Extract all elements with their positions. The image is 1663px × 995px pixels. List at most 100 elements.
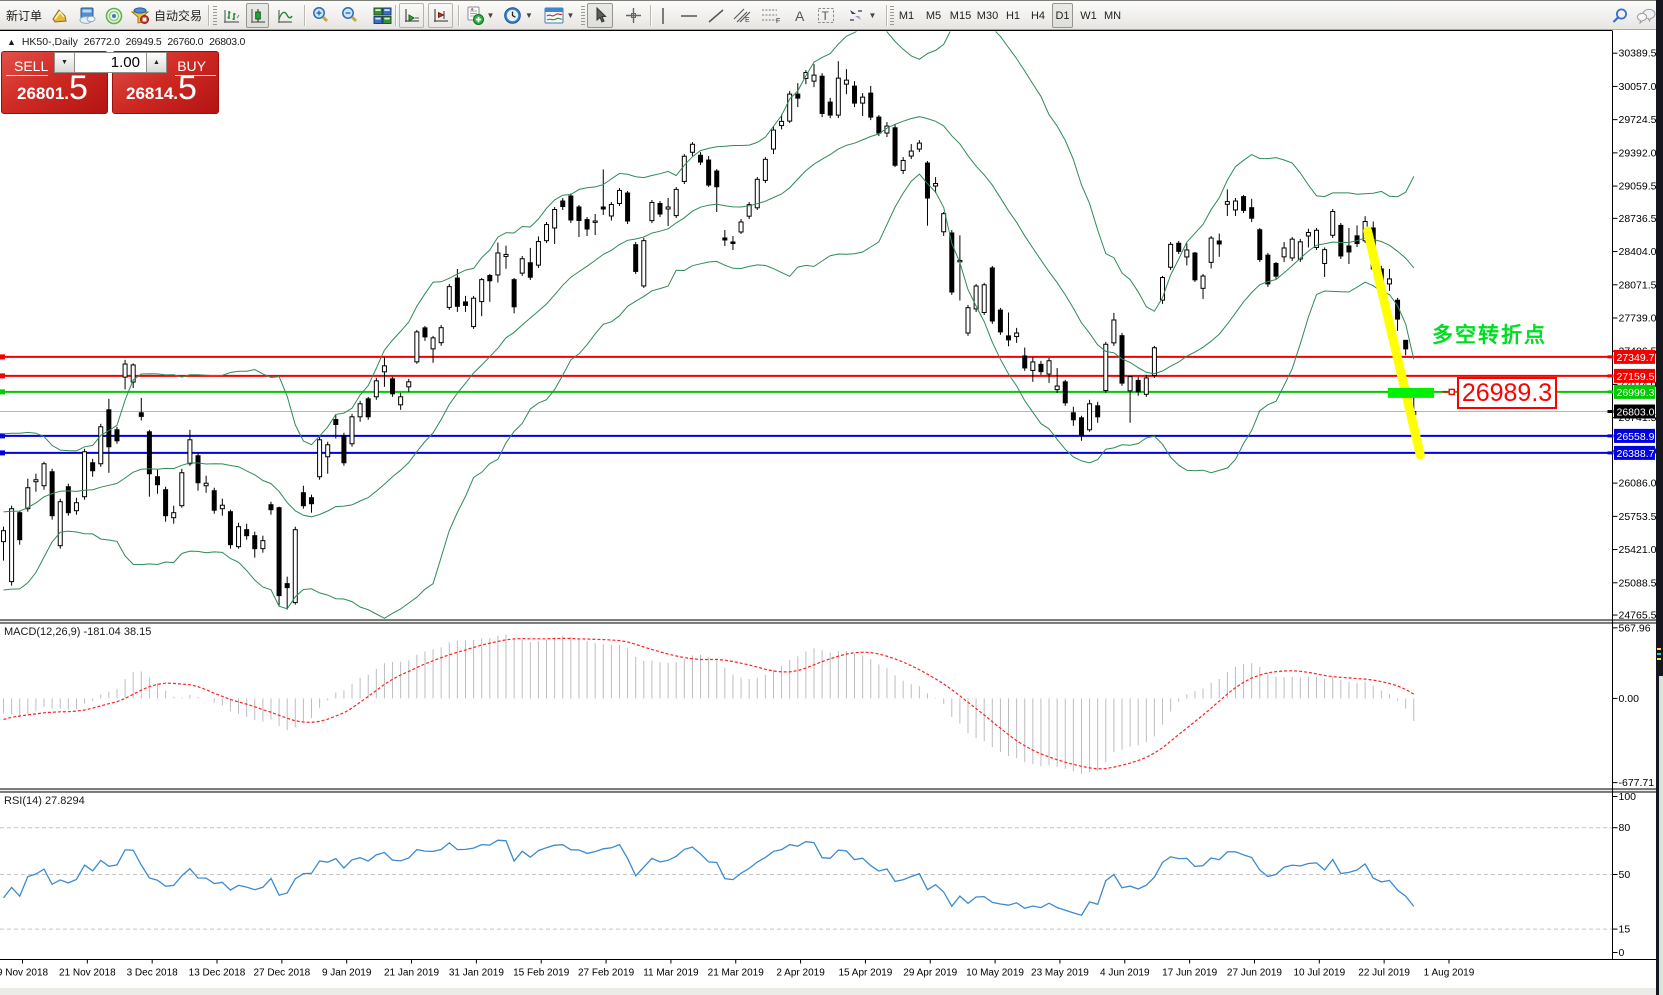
price-marker-26999.3 bbox=[1614, 384, 1655, 399]
svg-text:26999.3: 26999.3 bbox=[1617, 387, 1655, 399]
svg-text:T: T bbox=[822, 9, 830, 23]
svg-text:25753.5: 25753.5 bbox=[1619, 511, 1657, 523]
svg-text:25088.5: 25088.5 bbox=[1619, 577, 1657, 589]
trendline-tool-icon[interactable] bbox=[706, 3, 726, 28]
new-order-label: 新订单 bbox=[5, 9, 42, 23]
rsi-pane bbox=[0, 827, 1613, 930]
timeframe-d1-button[interactable]: D1 bbox=[1052, 3, 1073, 28]
volume-decrease-button[interactable]: ▼ bbox=[54, 52, 75, 73]
new-order-button[interactable]: 新订单 bbox=[2, 3, 46, 28]
timeframe-label: M1 bbox=[898, 9, 915, 22]
shapes-tool-button[interactable]: ▼ bbox=[843, 3, 879, 28]
channel-tool-icon[interactable]: E bbox=[731, 3, 753, 28]
timeframe-h1-button[interactable]: H1 bbox=[1004, 3, 1022, 28]
candlestick-chart-type-icon[interactable] bbox=[246, 3, 269, 28]
timeframe-label: M5 bbox=[925, 9, 942, 22]
line-anchor bbox=[0, 450, 5, 456]
chart-symbol: HK50-,Daily bbox=[21, 36, 78, 48]
timeframe-m1-button[interactable]: M1 bbox=[897, 3, 916, 28]
periods-button[interactable]: ▼ bbox=[501, 3, 535, 28]
svg-text:A: A bbox=[795, 8, 805, 24]
svg-text:26803.0: 26803.0 bbox=[1617, 407, 1655, 419]
text-tool-icon[interactable]: A bbox=[791, 3, 809, 28]
svg-text:100: 100 bbox=[1619, 791, 1637, 803]
timeframe-m5-button[interactable]: M5 bbox=[924, 3, 943, 28]
svg-text:15 Apr 2019: 15 Apr 2019 bbox=[838, 968, 892, 979]
timeframe-m15-button[interactable]: M15 bbox=[948, 3, 973, 28]
cursor-tool-icon[interactable] bbox=[587, 3, 613, 28]
svg-text:28071.5: 28071.5 bbox=[1619, 279, 1657, 291]
macd-pane bbox=[3, 634, 1415, 774]
candles bbox=[1, 61, 1417, 610]
trend-line-yellow[interactable] bbox=[1363, 226, 1425, 460]
svg-text:26086.0: 26086.0 bbox=[1619, 478, 1657, 490]
auto-scroll-icon[interactable] bbox=[399, 3, 424, 28]
zoom-out-icon[interactable] bbox=[339, 3, 360, 28]
ohlc-low: 26760.0 bbox=[167, 36, 204, 48]
bar-chart-type-icon[interactable] bbox=[221, 3, 243, 28]
svg-text:0: 0 bbox=[1619, 947, 1625, 959]
collapse-arrow-icon[interactable]: ▲ bbox=[7, 37, 16, 47]
timeframe-label: H1 bbox=[1005, 9, 1021, 22]
svg-text:28736.5: 28736.5 bbox=[1619, 213, 1657, 225]
volume-increase-button[interactable]: ▲ bbox=[146, 52, 167, 73]
timeframe-w1-button[interactable]: W1 bbox=[1079, 3, 1098, 28]
toolbar-separator bbox=[304, 5, 306, 26]
svg-text:29392.0: 29392.0 bbox=[1619, 147, 1657, 159]
sell-underline bbox=[6, 75, 48, 76]
price-marker-26558.9 bbox=[1614, 428, 1655, 443]
toolbar-separator bbox=[208, 5, 210, 26]
price-marker-26388.7 bbox=[1614, 445, 1655, 460]
highlight-rectangle[interactable] bbox=[1387, 387, 1435, 398]
auto-trading-button[interactable]: 自动交易 bbox=[128, 3, 204, 28]
toolbar-drag-handle[interactable] bbox=[213, 6, 217, 25]
new-chart-icon[interactable] bbox=[49, 3, 69, 28]
line-anchor bbox=[0, 373, 5, 379]
indicators-button[interactable]: ▼ bbox=[464, 3, 496, 28]
time-axis: 9 Nov 2018 21 Nov 2018 3 Dec 2018 13 Dec 20… bbox=[0, 959, 1475, 979]
toolbar-drag-handle[interactable] bbox=[890, 6, 894, 25]
chart-frame bbox=[0, 31, 1656, 995]
volume-input[interactable]: 1.00 bbox=[75, 52, 146, 73]
horizontal-line-tool-icon[interactable] bbox=[679, 3, 699, 28]
buy-underline bbox=[175, 75, 216, 76]
svg-text:21 Nov 2018: 21 Nov 2018 bbox=[59, 968, 116, 979]
timeframe-m30-button[interactable]: M30 bbox=[975, 3, 1000, 28]
crosshair-tool-icon[interactable] bbox=[620, 3, 646, 28]
price-callout-label[interactable]: 26989.3 bbox=[1457, 377, 1557, 409]
vertical-line-tool-icon[interactable] bbox=[655, 3, 671, 28]
svg-text:22 Jul 2019: 22 Jul 2019 bbox=[1358, 968, 1410, 979]
timeframe-label: W1 bbox=[1080, 9, 1097, 22]
sell-label: SELL bbox=[14, 58, 49, 74]
radar-icon[interactable] bbox=[104, 3, 124, 28]
search-icon[interactable] bbox=[1608, 3, 1632, 28]
bollinger-upper-band bbox=[3, 31, 1415, 452]
timeframe-h4-button[interactable]: H4 bbox=[1029, 3, 1047, 28]
svg-text:27 Jun 2019: 27 Jun 2019 bbox=[1227, 968, 1282, 979]
fibonacci-tool-icon[interactable]: F bbox=[759, 3, 783, 28]
svg-text:24765.5: 24765.5 bbox=[1619, 610, 1657, 622]
zoom-in-icon[interactable] bbox=[310, 3, 331, 28]
svg-text:15 Feb 2019: 15 Feb 2019 bbox=[513, 968, 570, 979]
svg-text:30057.0: 30057.0 bbox=[1619, 81, 1657, 93]
timeframe-mn-button[interactable]: MN bbox=[1102, 3, 1123, 28]
line-chart-type-icon[interactable] bbox=[274, 3, 296, 28]
svg-text:2 Apr 2019: 2 Apr 2019 bbox=[776, 968, 825, 979]
chat-icon[interactable] bbox=[1634, 3, 1658, 28]
one-click-trading-panel: SELL 26801.5 BUY 26814.5 ▼ 1.00 ▲ bbox=[1, 51, 220, 114]
text-label-tool-icon[interactable]: T bbox=[816, 3, 836, 28]
toolbar-drag-handle[interactable] bbox=[581, 6, 585, 25]
svg-text:26558.9: 26558.9 bbox=[1617, 431, 1655, 443]
chart-shift-icon[interactable] bbox=[428, 3, 453, 28]
auto-trading-icon bbox=[130, 7, 150, 24]
templates-button[interactable]: ▼ bbox=[542, 3, 576, 28]
svg-text:80: 80 bbox=[1619, 822, 1631, 834]
svg-text:50: 50 bbox=[1619, 869, 1631, 881]
svg-text:23 May 2019: 23 May 2019 bbox=[1031, 968, 1089, 979]
svg-text:567.96: 567.96 bbox=[1619, 622, 1651, 634]
tile-windows-icon[interactable] bbox=[371, 3, 393, 28]
ask-price: 26814.5 bbox=[126, 69, 197, 107]
profiles-icon[interactable] bbox=[76, 3, 98, 28]
dropdown-arrow-icon: ▼ bbox=[868, 11, 877, 20]
dropdown-arrow-icon: ▼ bbox=[525, 11, 533, 20]
